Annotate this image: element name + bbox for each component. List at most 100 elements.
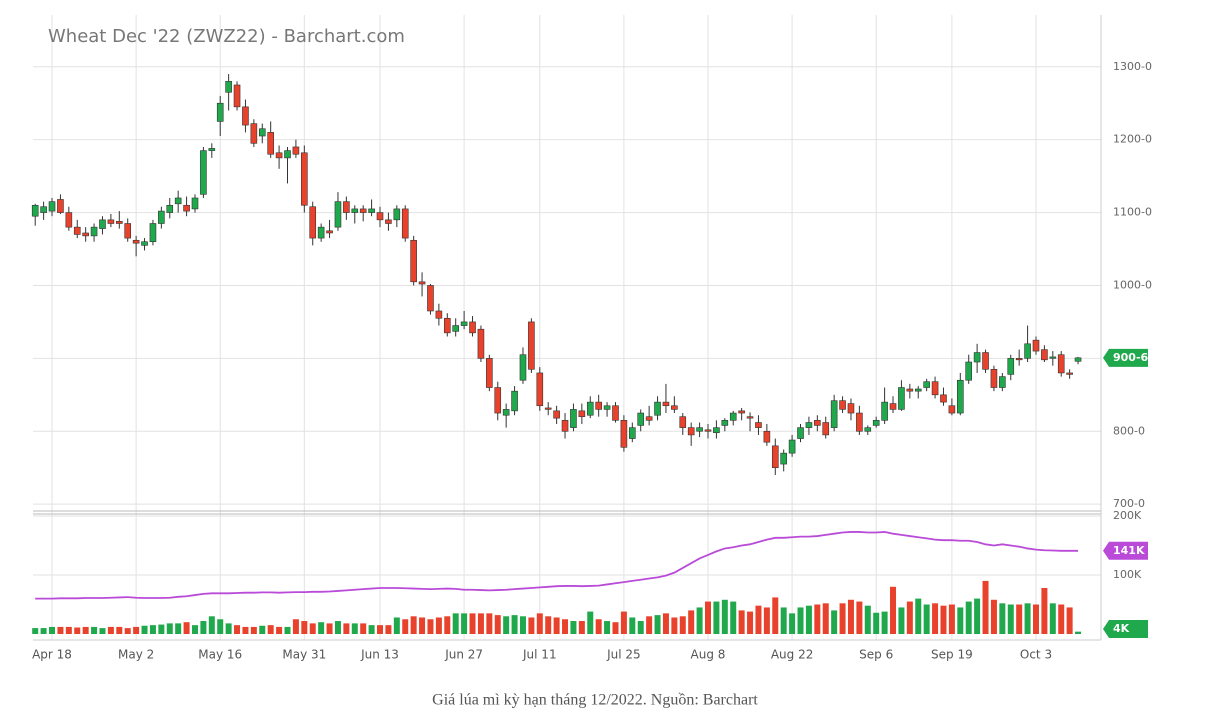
volume-bar <box>763 607 770 634</box>
volume-bar <box>57 626 64 634</box>
candle-body <box>704 429 712 432</box>
candle-body <box>654 401 661 416</box>
volume-bar <box>99 628 106 634</box>
candle-body <box>940 394 947 403</box>
x-tick-label: Jul 11 <box>522 648 557 662</box>
candle-body <box>948 405 956 414</box>
last-price-label: 900-6 <box>1113 351 1149 364</box>
volume-bar <box>604 621 611 634</box>
y-tick-label: 800-0 <box>1113 424 1145 437</box>
volume-bar <box>797 607 804 634</box>
candle-body <box>763 430 771 443</box>
volume-bar <box>864 605 871 634</box>
candle-body <box>620 420 628 448</box>
volume-bar <box>595 619 602 634</box>
volume-bar <box>856 601 863 634</box>
volume-bar <box>940 605 947 634</box>
volume-bar <box>553 617 560 634</box>
volume-bar <box>234 625 241 634</box>
volume-bar <box>528 617 535 634</box>
candle-body <box>141 241 148 246</box>
volume-bar <box>1041 587 1048 634</box>
candle-body <box>486 358 493 388</box>
volume-bar <box>789 613 796 634</box>
candle-body <box>881 401 888 421</box>
candle-body <box>788 439 796 454</box>
volume-bar <box>444 616 451 634</box>
volume-bar <box>688 610 695 634</box>
candle-body <box>872 420 880 426</box>
volume-bar <box>410 616 417 634</box>
candle-body <box>48 201 56 212</box>
volume-bar <box>191 625 198 634</box>
candle-body <box>519 354 527 381</box>
volume-bar <box>578 621 585 634</box>
candle-body <box>662 401 670 407</box>
volume-bar <box>200 621 207 634</box>
volume-bar <box>822 603 829 634</box>
candle-body <box>359 208 367 213</box>
candle-body <box>931 381 939 396</box>
candle-body <box>738 410 745 414</box>
candle-body <box>839 400 846 410</box>
volume-tag <box>1103 620 1148 638</box>
candle-body <box>612 405 619 421</box>
candle-body <box>746 416 754 419</box>
candle-body <box>780 452 787 465</box>
volume-bar <box>780 607 787 634</box>
candle-body <box>284 150 291 159</box>
candle-body <box>553 410 560 419</box>
candle-body <box>603 405 611 410</box>
candle-body <box>679 416 687 428</box>
volume-bar <box>738 610 745 634</box>
volume-bar <box>65 626 72 634</box>
volume-bar <box>250 626 257 634</box>
volume-bar <box>881 611 888 634</box>
candle-body <box>906 388 914 392</box>
candle-body <box>443 317 451 334</box>
candle-body <box>326 230 333 234</box>
volume-bar <box>1075 631 1082 634</box>
volume-bar <box>419 617 426 634</box>
candle-body <box>578 410 586 417</box>
candle-body <box>1074 357 1082 362</box>
volume-bar <box>107 626 114 634</box>
candle-body <box>343 201 350 213</box>
candle-body <box>183 204 190 212</box>
candle-body <box>822 422 830 436</box>
candle-body <box>452 325 460 332</box>
volume-bar <box>217 619 224 634</box>
volume-bar <box>477 613 484 634</box>
volume-bar <box>208 616 215 634</box>
volume-bar <box>360 623 367 634</box>
candle-body <box>956 379 964 414</box>
candle-body <box>191 197 199 210</box>
volume-bar <box>452 613 459 634</box>
volume-bar <box>974 598 981 634</box>
candle-body <box>158 210 165 224</box>
candle-body <box>805 422 813 428</box>
volume-bar <box>957 607 964 634</box>
candle-body <box>208 148 216 151</box>
volume-bar <box>402 619 409 634</box>
candle-body <box>1057 354 1065 374</box>
candle-body <box>40 206 47 213</box>
candle-body <box>629 427 636 439</box>
candle-body <box>200 150 207 195</box>
volume-bar <box>1032 604 1039 634</box>
volume-bar <box>654 615 661 634</box>
x-tick-label: Sep 6 <box>859 648 893 662</box>
candle-body <box>317 226 325 239</box>
candle-body <box>427 285 434 312</box>
candle-body <box>309 206 317 239</box>
x-tick-label: Apr 18 <box>32 648 72 662</box>
volume-bar <box>377 625 384 634</box>
volume-bar <box>814 604 821 634</box>
volume-bar <box>74 627 81 634</box>
volume-bar <box>166 623 173 634</box>
volume-bar <box>175 623 182 634</box>
candle-body <box>250 123 258 144</box>
volume-bar <box>309 623 316 634</box>
volume-bar <box>713 601 720 634</box>
volume-bar <box>906 601 913 634</box>
